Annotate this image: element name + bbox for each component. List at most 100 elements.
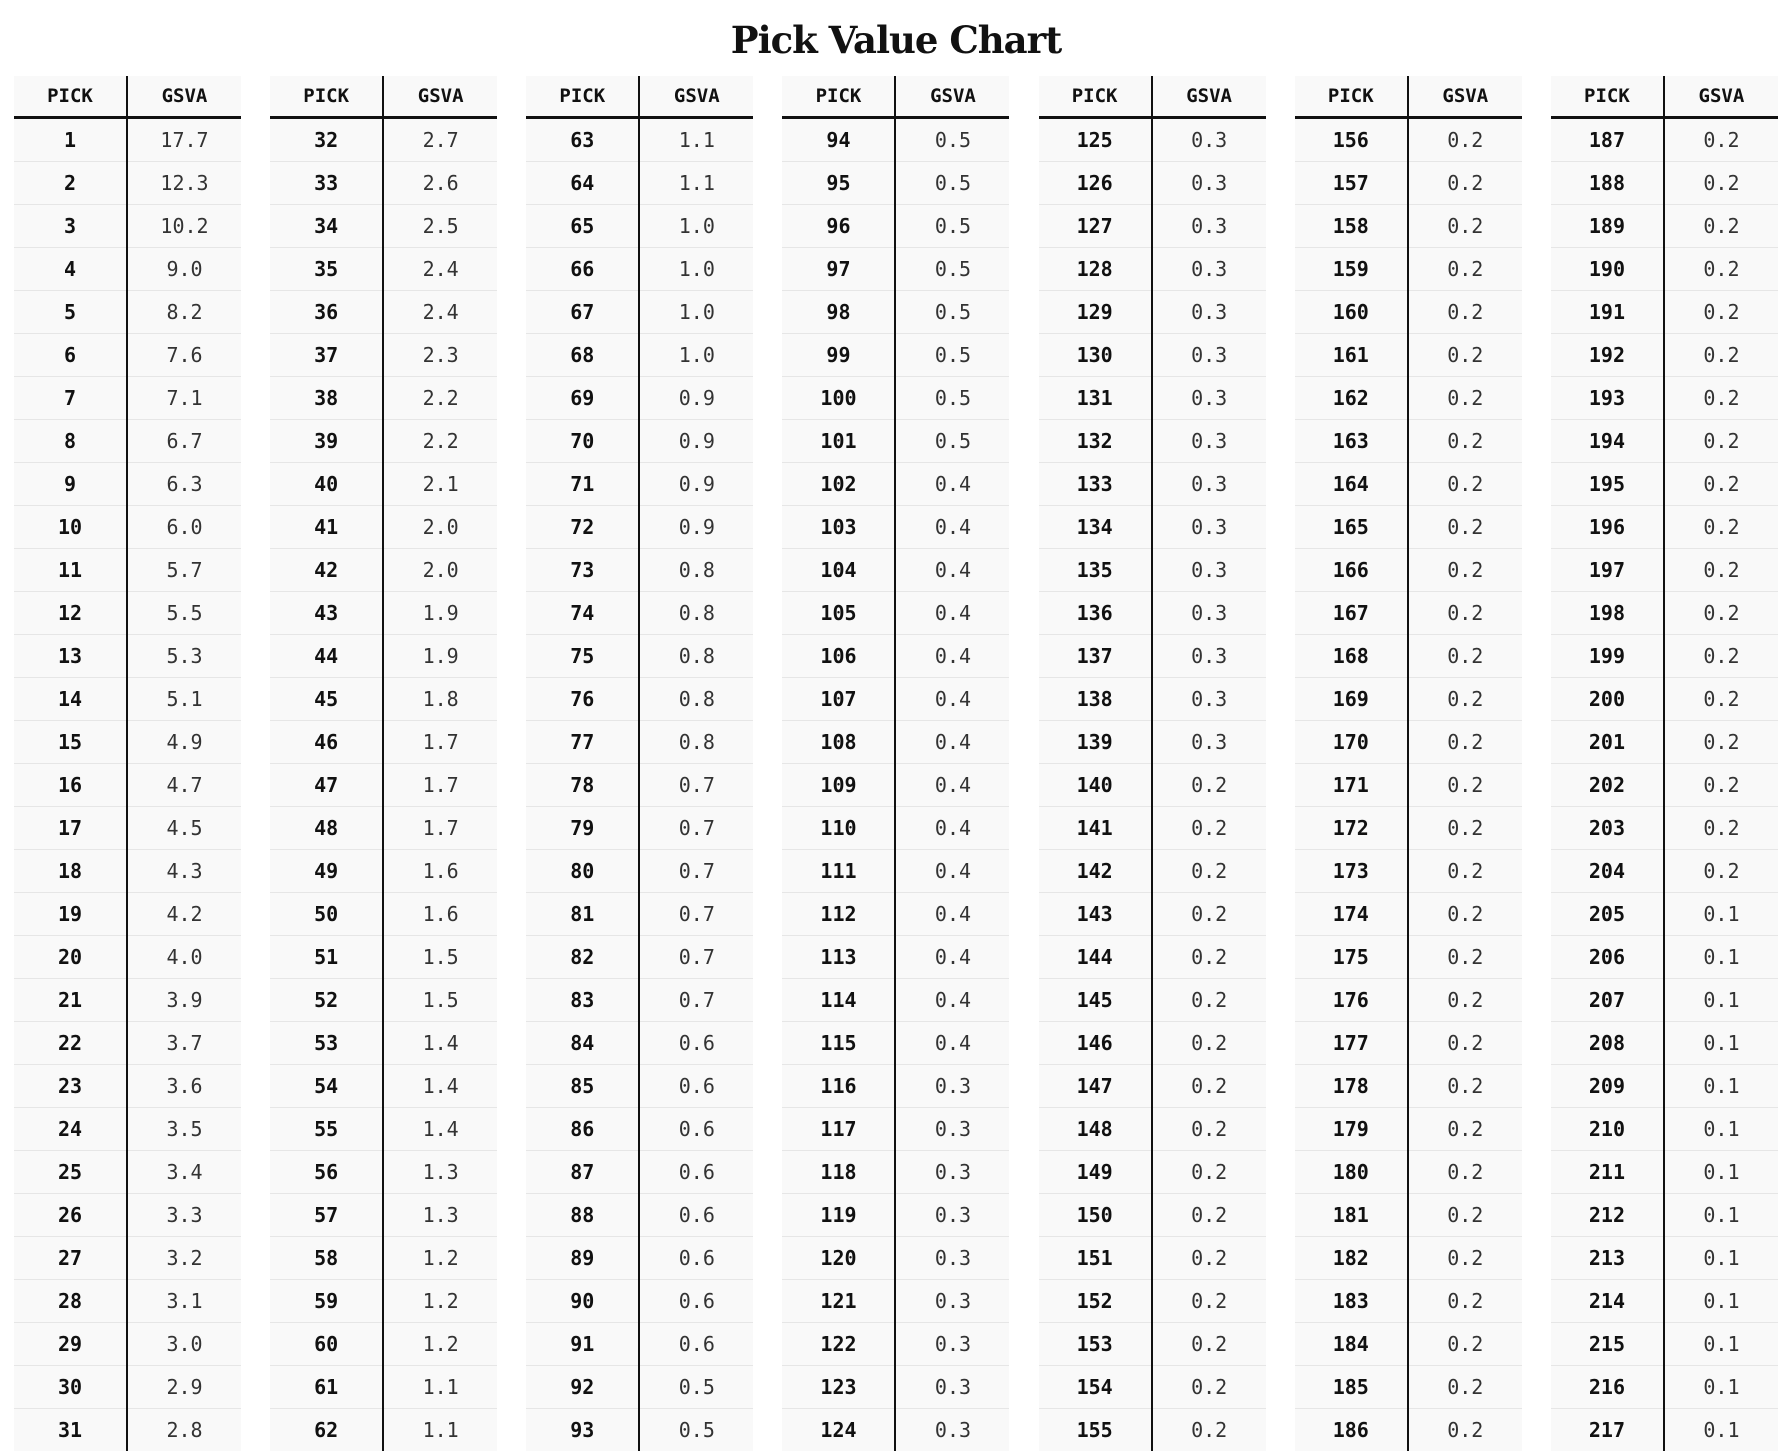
table-row: 217 0.1 bbox=[1550, 1408, 1778, 1451]
gsva-value: 7.6 bbox=[127, 333, 241, 377]
gsva-value: 0.6 bbox=[639, 1236, 754, 1280]
pick-number: 137 bbox=[1038, 634, 1153, 678]
table-row: 164 0.2 bbox=[1294, 462, 1522, 506]
table-row: 54 1.4 bbox=[270, 1064, 498, 1108]
gsva-value: 1.4 bbox=[383, 1021, 498, 1065]
gsva-value: 0.2 bbox=[1407, 1021, 1522, 1065]
gsva-value: 1.0 bbox=[639, 290, 754, 334]
gsva-value: 0.1 bbox=[1663, 1236, 1778, 1280]
gsva-value: 0.7 bbox=[639, 892, 754, 936]
gsva-value: 2.2 bbox=[383, 376, 498, 420]
table-row: 83 0.7 bbox=[526, 978, 754, 1022]
table-row: 77 0.8 bbox=[526, 720, 754, 764]
gsva-value: 0.2 bbox=[1663, 505, 1778, 549]
pick-value-table-3: PICK GSVA 63 1.1 64 1.1 65 1.0 66 1.0 67 1.0 68 1.0 69… bbox=[526, 76, 754, 1451]
pick-number: 51 bbox=[270, 935, 385, 979]
pick-value-table-6: PICK GSVA 156 0.2 157 0.2 158 0.2 159 0.2 160 0.2 16… bbox=[1294, 76, 1522, 1451]
table-row: 148 0.2 bbox=[1038, 1107, 1266, 1151]
pick-number: 7 bbox=[14, 376, 128, 420]
pick-value-table-7: PICK GSVA 187 0.2 188 0.2 189 0.2 190 0.2 191 0.2 19… bbox=[1550, 76, 1778, 1451]
table-row: 121 0.3 bbox=[782, 1279, 1010, 1323]
gsva-value: 0.3 bbox=[1151, 376, 1266, 420]
table-row: 135 0.3 bbox=[1038, 548, 1266, 592]
gsva-value: 6.3 bbox=[127, 462, 241, 506]
table-row: 89 0.6 bbox=[526, 1236, 754, 1280]
gsva-column-header: GSVA bbox=[127, 76, 241, 119]
pick-number: 35 bbox=[270, 247, 385, 291]
pick-number: 150 bbox=[1038, 1193, 1153, 1237]
gsva-value: 0.4 bbox=[895, 1021, 1010, 1065]
table-row: 172 0.2 bbox=[1294, 806, 1522, 850]
pick-number: 89 bbox=[526, 1236, 641, 1280]
pick-number: 194 bbox=[1550, 419, 1665, 463]
gsva-value: 9.0 bbox=[127, 247, 241, 291]
pick-value-table-1: PICK GSVA 1 17.7 2 12.3 3 10.2 4 9.0 5 8.2 6 7.6 7 7.1 8… bbox=[14, 76, 241, 1451]
gsva-value: 0.2 bbox=[1407, 290, 1522, 334]
table-row: 12 5.5 bbox=[14, 591, 241, 635]
pick-number: 101 bbox=[782, 419, 897, 463]
pick-number: 108 bbox=[782, 720, 897, 764]
pick-number: 66 bbox=[526, 247, 641, 291]
pick-number: 141 bbox=[1038, 806, 1153, 850]
gsva-value: 1.6 bbox=[383, 849, 498, 893]
gsva-value: 1.2 bbox=[383, 1322, 498, 1366]
gsva-value: 3.6 bbox=[127, 1064, 241, 1108]
pick-number: 128 bbox=[1038, 247, 1153, 291]
table-row: 81 0.7 bbox=[526, 892, 754, 936]
gsva-value: 0.2 bbox=[1407, 333, 1522, 377]
pick-number: 201 bbox=[1550, 720, 1665, 764]
table-row: 130 0.3 bbox=[1038, 333, 1266, 377]
gsva-value: 0.3 bbox=[895, 1150, 1010, 1194]
gsva-value: 0.4 bbox=[895, 591, 1010, 635]
pick-number: 55 bbox=[270, 1107, 385, 1151]
gsva-value: 0.3 bbox=[1151, 161, 1266, 205]
pick-number: 193 bbox=[1550, 376, 1665, 420]
pick-number: 180 bbox=[1294, 1150, 1409, 1194]
table-row: 142 0.2 bbox=[1038, 849, 1266, 893]
pick-number: 37 bbox=[270, 333, 385, 377]
table-row: 24 3.5 bbox=[14, 1107, 241, 1151]
gsva-value: 0.2 bbox=[1151, 1322, 1266, 1366]
pick-number: 31 bbox=[14, 1408, 128, 1451]
gsva-value: 2.2 bbox=[383, 419, 498, 463]
table-row: 57 1.3 bbox=[270, 1193, 498, 1237]
gsva-value: 5.5 bbox=[127, 591, 241, 635]
gsva-value: 0.3 bbox=[1151, 204, 1266, 248]
table-row: 189 0.2 bbox=[1550, 204, 1778, 248]
pick-number: 58 bbox=[270, 1236, 385, 1280]
gsva-value: 3.9 bbox=[127, 978, 241, 1022]
table-row: 159 0.2 bbox=[1294, 247, 1522, 291]
pick-number: 29 bbox=[14, 1322, 128, 1366]
table-row: 26 3.3 bbox=[14, 1193, 241, 1237]
pick-number: 90 bbox=[526, 1279, 641, 1323]
pick-number: 26 bbox=[14, 1193, 128, 1237]
pick-number: 155 bbox=[1038, 1408, 1153, 1451]
gsva-value: 0.2 bbox=[1407, 1107, 1522, 1151]
gsva-value: 0.7 bbox=[639, 763, 754, 807]
gsva-value: 0.3 bbox=[895, 1236, 1010, 1280]
pick-number: 185 bbox=[1294, 1365, 1409, 1409]
table-row: 140 0.2 bbox=[1038, 763, 1266, 807]
pick-number: 113 bbox=[782, 935, 897, 979]
pick-number: 163 bbox=[1294, 419, 1409, 463]
gsva-value: 0.2 bbox=[1407, 978, 1522, 1022]
pick-number: 99 bbox=[782, 333, 897, 377]
table-row: 163 0.2 bbox=[1294, 419, 1522, 463]
gsva-value: 12.3 bbox=[127, 161, 241, 205]
pick-number: 77 bbox=[526, 720, 641, 764]
pick-number: 14 bbox=[14, 677, 128, 721]
table-row: 122 0.3 bbox=[782, 1322, 1010, 1366]
table-row: 73 0.8 bbox=[526, 548, 754, 592]
gsva-value: 0.2 bbox=[1407, 1150, 1522, 1194]
pick-number: 9 bbox=[14, 462, 128, 506]
table-row: 203 0.2 bbox=[1550, 806, 1778, 850]
gsva-value: 0.3 bbox=[1151, 419, 1266, 463]
pick-column-header: PICK bbox=[1038, 76, 1153, 119]
table-row: 129 0.3 bbox=[1038, 290, 1266, 334]
table-header-row: PICK GSVA bbox=[1038, 76, 1266, 119]
table-row: 68 1.0 bbox=[526, 333, 754, 377]
gsva-value: 0.4 bbox=[895, 763, 1010, 807]
pick-number: 152 bbox=[1038, 1279, 1153, 1323]
gsva-column-header: GSVA bbox=[1151, 76, 1266, 119]
gsva-value: 0.2 bbox=[1663, 204, 1778, 248]
